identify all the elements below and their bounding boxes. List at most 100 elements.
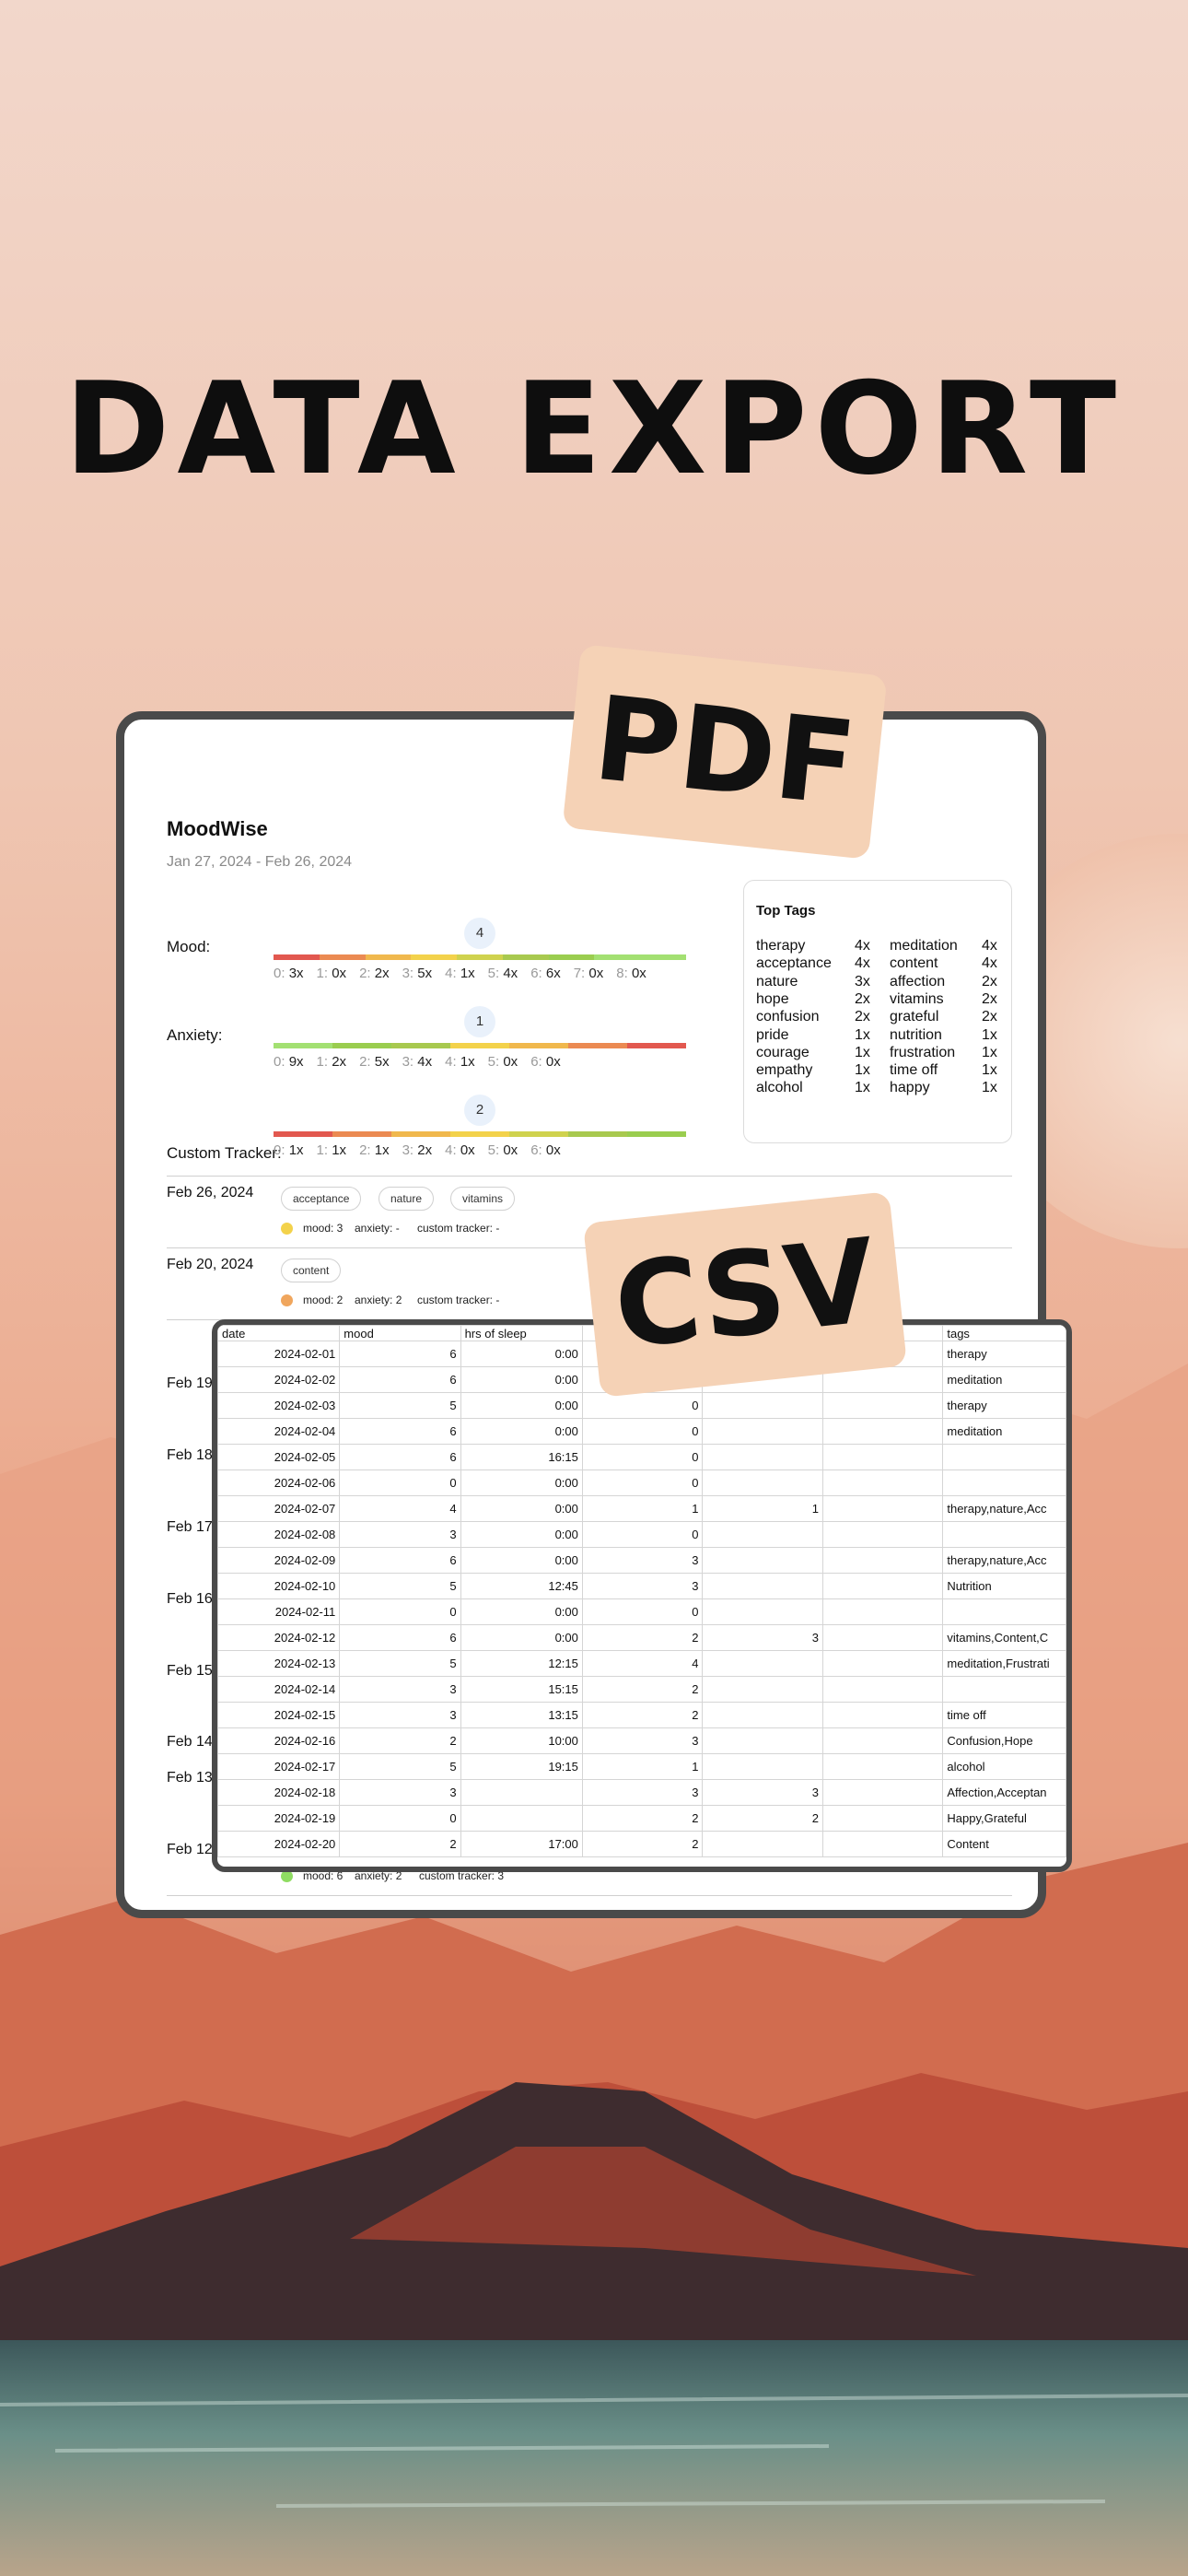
csv-cell xyxy=(822,1418,944,1445)
tracker-count: 3: 2x xyxy=(402,1142,433,1158)
tracker-scale-bar xyxy=(274,1131,686,1137)
tracker-counts: 0: 3x 1: 0x 2: 2x 3: 5x 4: 1x 5: 4x 6: 6x 7: 0x… xyxy=(274,966,659,981)
csv-cell: 2024-02-14 xyxy=(217,1676,341,1703)
tag-count: 1x xyxy=(982,1062,997,1079)
csv-cell: 6 xyxy=(339,1624,461,1651)
csv-row: 2024-02-06 0 0:00 0 xyxy=(217,1469,1066,1496)
entry-divider xyxy=(167,1895,1012,1896)
csv-cell: 0:00 xyxy=(460,1521,583,1548)
csv-cell xyxy=(702,1753,824,1780)
csv-cell: 12:15 xyxy=(460,1650,583,1677)
csv-row: 2024-02-09 6 0:00 3 therapy,nature,Acc xyxy=(217,1547,1066,1574)
tag-count: 1x xyxy=(982,1080,997,1096)
csv-cell: 0:00 xyxy=(460,1418,583,1445)
csv-cell: 19:15 xyxy=(460,1753,583,1780)
csv-cell xyxy=(822,1573,944,1599)
csv-cell: 6 xyxy=(339,1366,461,1393)
mood-dot xyxy=(281,1294,293,1306)
entry-date: Feb 16, xyxy=(167,1591,217,1607)
csv-cell xyxy=(822,1624,944,1651)
csv-cell xyxy=(702,1469,824,1496)
tag-chip: vitamins xyxy=(450,1187,516,1211)
csv-cell: 0 xyxy=(581,1392,704,1419)
csv-cell: 2024-02-11 xyxy=(217,1598,341,1625)
csv-cell: 3 xyxy=(339,1702,461,1728)
csv-cell: meditation,Frustrati xyxy=(942,1650,1066,1677)
entry-date: Feb 18, xyxy=(167,1447,217,1463)
tag-count: 1x xyxy=(982,1044,997,1060)
csv-cell xyxy=(822,1702,944,1728)
csv-cell: 3 xyxy=(339,1676,461,1703)
entry-mood: mood: 3 xyxy=(303,1222,344,1235)
tracker-counts: 0: 9x 1: 2x 2: 5x 3: 4x 4: 1x 5: 0x 6: 0x xyxy=(274,1054,574,1070)
tag-count: 1x xyxy=(982,1026,997,1043)
csv-cell: 2024-02-16 xyxy=(217,1727,341,1754)
entry-mood: mood: 2 xyxy=(303,1294,344,1306)
csv-cell: 0:00 xyxy=(460,1547,583,1574)
tracker-bar-segment xyxy=(319,954,366,960)
tag-name: therapy xyxy=(756,938,806,954)
tag-count: 3x xyxy=(855,973,870,989)
csv-cell: therapy xyxy=(942,1392,1066,1419)
csv-cell: Happy,Grateful xyxy=(942,1805,1066,1832)
csv-cell: 0 xyxy=(339,1469,461,1496)
csv-cell: 5 xyxy=(339,1573,461,1599)
csv-cell: 2 xyxy=(339,1831,461,1857)
tracker-count: 3: 4x xyxy=(402,1054,433,1070)
tracker-label: Mood: xyxy=(167,938,211,955)
tracker-count: 1: 0x xyxy=(316,966,347,981)
last-entry-mood: mood: 6 xyxy=(303,1869,344,1882)
csv-cell: 4 xyxy=(339,1495,461,1522)
csv-cell: 5 xyxy=(339,1650,461,1677)
tracker-bar-segment xyxy=(627,1131,686,1137)
tag-name: frustration xyxy=(890,1044,956,1060)
csv-cell: 2 xyxy=(702,1805,824,1832)
headline: DATA EXPORT xyxy=(64,355,1124,503)
csv-header-cell: date xyxy=(217,1325,341,1341)
entry-anxiety: anxiety: 2 xyxy=(355,1294,402,1306)
mood-dot xyxy=(281,1223,293,1235)
top-tags-title: Top Tags xyxy=(756,903,816,919)
csv-row: 2024-02-04 6 0:00 0 meditation xyxy=(217,1418,1066,1445)
tag-count: 4x xyxy=(855,938,870,954)
csv-cell: 0 xyxy=(581,1598,704,1625)
csv-cell: 2024-02-06 xyxy=(217,1469,341,1496)
csv-cell: 0 xyxy=(581,1469,704,1496)
csv-row: 2024-02-18 3 3 3 Affection,Acceptan xyxy=(217,1779,1066,1806)
tracker-bar-segment xyxy=(391,1131,450,1137)
csv-cell: 3 xyxy=(581,1727,704,1754)
csv-cell xyxy=(822,1547,944,1574)
csv-cell: 2 xyxy=(581,1676,704,1703)
csv-cell xyxy=(822,1598,944,1625)
tag-name: empathy xyxy=(756,1062,813,1079)
csv-cell xyxy=(822,1650,944,1677)
csv-row: 2024-02-19 0 2 2 Happy,Grateful xyxy=(217,1805,1066,1832)
tag-name: confusion xyxy=(756,1009,820,1025)
csv-cell: 3 xyxy=(339,1521,461,1548)
csv-cell: 2024-02-08 xyxy=(217,1521,341,1548)
csv-cell xyxy=(822,1469,944,1496)
tag-chip: acceptance xyxy=(281,1187,362,1211)
entry-date: Feb 17, xyxy=(167,1519,217,1535)
csv-cell: 17:00 xyxy=(460,1831,583,1857)
csv-cell: 2024-02-01 xyxy=(217,1341,341,1367)
csv-cell: 1 xyxy=(581,1495,704,1522)
csv-cell: alcohol xyxy=(942,1753,1066,1780)
csv-cell xyxy=(822,1727,944,1754)
tracker-scale-bar xyxy=(274,954,687,960)
last-entry-anxiety: anxiety: 2 xyxy=(355,1869,402,1882)
csv-cell: 6 xyxy=(339,1418,461,1445)
tracker-bar-segment xyxy=(411,954,458,960)
tracker-1: Anxiety: 1 0: 9x 1: 2x 2: 5x 3: 4x 4: 1x 5: 0x 6… xyxy=(167,1006,686,1089)
entry-date: Feb 14, xyxy=(167,1734,217,1750)
tracker-label: Anxiety: xyxy=(167,1026,223,1044)
csv-cell: 2 xyxy=(581,1624,704,1651)
tag-count: 4x xyxy=(855,955,870,972)
csv-cell: therapy,nature,Acc xyxy=(942,1547,1066,1574)
tracker-bar-segment xyxy=(457,954,503,960)
csv-cell xyxy=(822,1444,944,1470)
csv-row: 2024-02-10 5 12:45 3 Nutrition xyxy=(217,1573,1066,1599)
csv-spreadsheet-preview: date mood hrs of sleep tags 2024-02-01 6 0:00… xyxy=(212,1319,1072,1872)
csv-cell xyxy=(702,1650,824,1677)
tracker-bar-segment xyxy=(594,954,641,960)
